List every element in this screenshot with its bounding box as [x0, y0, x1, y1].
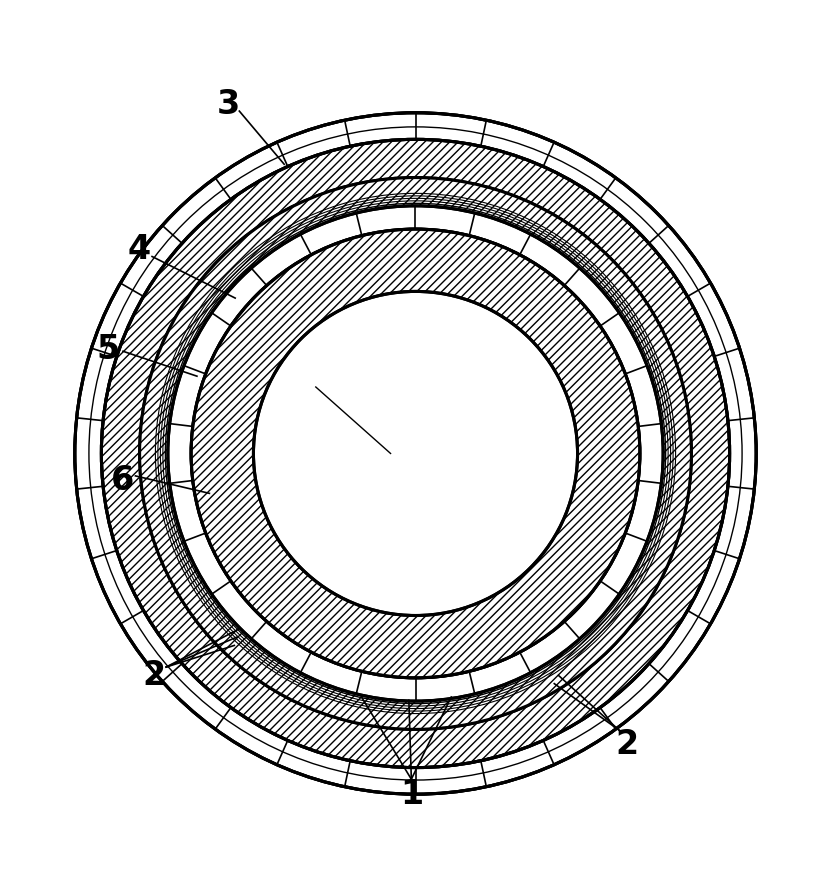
- Text: 1: 1: [400, 778, 423, 811]
- Circle shape: [140, 177, 691, 729]
- Text: 2: 2: [142, 659, 165, 691]
- Circle shape: [75, 113, 756, 794]
- Text: 4: 4: [128, 234, 151, 266]
- Circle shape: [101, 139, 730, 767]
- Text: 6: 6: [111, 464, 135, 497]
- Text: 2: 2: [616, 728, 639, 761]
- Circle shape: [140, 177, 691, 729]
- Text: 3: 3: [217, 88, 240, 121]
- Text: 5: 5: [96, 333, 120, 366]
- Circle shape: [253, 291, 578, 616]
